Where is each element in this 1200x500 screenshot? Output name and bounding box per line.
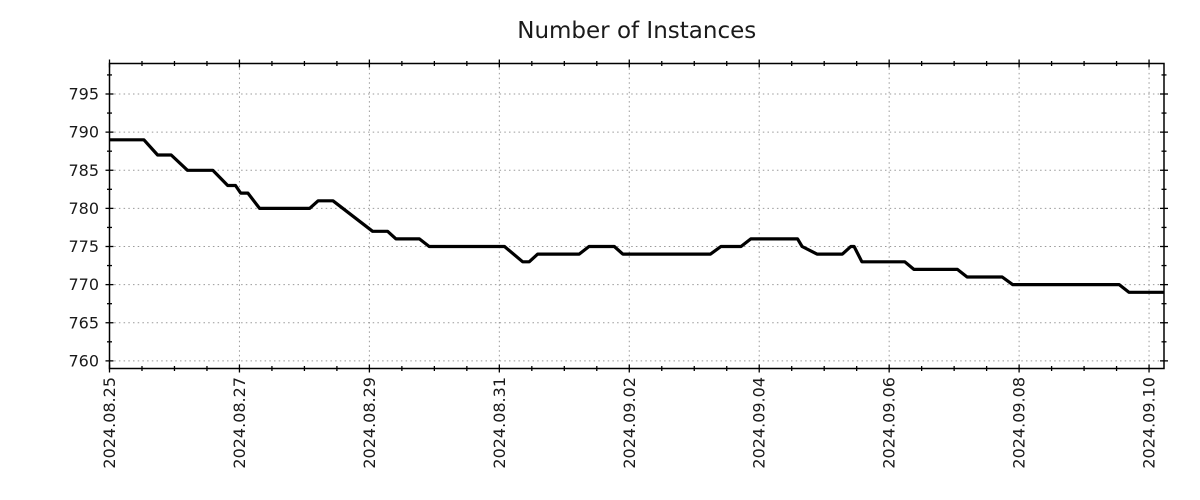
- x-tick-label: 2024.09.08: [1010, 377, 1029, 469]
- y-tick-label: 760: [68, 351, 99, 370]
- y-tick-label: 770: [68, 275, 99, 294]
- x-tick-label: 2024.08.25: [100, 377, 119, 469]
- y-tick-label: 795: [68, 85, 99, 104]
- y-tick-label: 780: [68, 199, 99, 218]
- y-tick-label: 790: [68, 123, 99, 142]
- x-tick-labels: 2024.08.25 2024.08.27 2024.08.29 2024.08.31…: [100, 377, 1159, 469]
- x-tick-label: 2024.09.02: [620, 377, 639, 469]
- y-tick-labels: 760 765 770 775 780 785 790 795: [68, 85, 99, 371]
- x-tick-label: 2024.09.04: [750, 377, 769, 469]
- x-tick-label: 2024.08.27: [230, 377, 249, 469]
- x-tick-label: 2024.08.29: [360, 377, 379, 469]
- plot-frame: [108, 62, 1165, 370]
- series-line: [109, 138, 1164, 294]
- x-tick-label: 2024.09.06: [880, 377, 899, 469]
- y-tick-label: 775: [68, 237, 99, 256]
- axis-ticks: [105, 59, 1168, 373]
- x-tick-label: 2024.08.31: [490, 377, 509, 469]
- x-tick-label: 2024.09.10: [1140, 377, 1159, 469]
- series-instances: [109, 138, 1164, 294]
- chart-title: Number of Instances: [517, 18, 756, 44]
- y-tick-label: 785: [68, 161, 99, 180]
- plot-border: [108, 62, 1165, 370]
- grid-lines: [109, 63, 1164, 369]
- y-tick-label: 765: [68, 313, 99, 332]
